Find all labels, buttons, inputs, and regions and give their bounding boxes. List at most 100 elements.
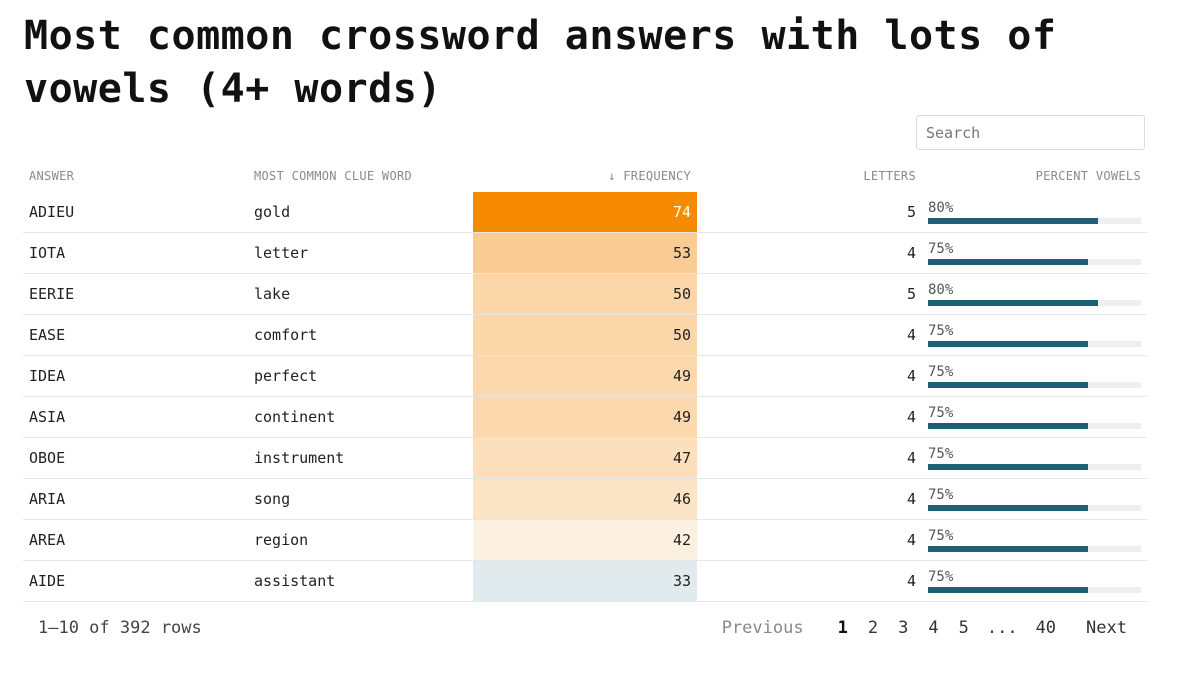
table-row: EERIE lake 50 5 80% xyxy=(23,273,1147,315)
cell-percent-vowels: 75% xyxy=(922,314,1147,356)
column-header-frequency[interactable]: ↓ FREQUENCY xyxy=(608,169,691,183)
table-row: OBOE instrument 47 4 75% xyxy=(23,437,1147,479)
percent-vowels-bar-track xyxy=(928,464,1141,470)
percent-vowels-bar-fill xyxy=(928,382,1088,388)
cell-clue: song xyxy=(248,478,473,520)
search-input[interactable] xyxy=(916,115,1145,150)
percent-vowels-bar-track xyxy=(928,505,1141,511)
cell-percent-vowels: 80% xyxy=(922,192,1147,233)
table-row: ASIA continent 49 4 75% xyxy=(23,396,1147,438)
percent-vowels-bar-track xyxy=(928,259,1141,265)
cell-percent-vowels: 80% xyxy=(922,273,1147,315)
cell-clue: lake xyxy=(248,273,473,315)
next-page-button[interactable]: Next xyxy=(1086,618,1127,638)
table-row: AREA region 42 4 75% xyxy=(23,519,1147,561)
percent-vowels-label: 75% xyxy=(928,528,954,544)
percent-vowels-bar-track xyxy=(928,546,1141,552)
cell-answer: ARIA xyxy=(23,478,248,520)
cell-answer: OBOE xyxy=(23,437,248,479)
previous-page-button[interactable]: Previous xyxy=(721,618,804,638)
column-header-answer[interactable]: ANSWER xyxy=(29,169,75,183)
cell-letters: 4 xyxy=(697,519,922,561)
cell-frequency: 46 xyxy=(473,478,697,520)
cell-letters: 4 xyxy=(697,478,922,520)
cell-frequency: 53 xyxy=(473,232,697,274)
percent-vowels-bar-track xyxy=(928,218,1141,224)
percent-vowels-bar-track xyxy=(928,587,1141,593)
percent-vowels-bar-track xyxy=(928,423,1141,429)
table-body: ADIEU gold 74 5 80% IOTA letter 53 4 75% EERIE lake… xyxy=(23,192,1147,602)
page-ellipsis: ... xyxy=(986,618,1018,638)
table-row: ARIA song 46 4 75% xyxy=(23,478,1147,520)
percent-vowels-bar-track xyxy=(928,341,1141,347)
cell-frequency: 47 xyxy=(473,437,697,479)
cell-clue: region xyxy=(248,519,473,561)
cell-answer: ADIEU xyxy=(23,192,248,233)
percent-vowels-label: 75% xyxy=(928,323,954,339)
cell-frequency: 50 xyxy=(473,273,697,315)
cell-percent-vowels: 75% xyxy=(922,232,1147,274)
column-header-letters[interactable]: LETTERS xyxy=(863,169,916,183)
cell-letters: 5 xyxy=(697,192,922,233)
table-row: EASE comfort 50 4 75% xyxy=(23,314,1147,356)
percent-vowels-label: 75% xyxy=(928,446,954,462)
percent-vowels-label: 75% xyxy=(928,364,954,380)
column-header-percent-vowels[interactable]: PERCENT VOWELS xyxy=(1035,169,1141,183)
cell-letters: 4 xyxy=(697,437,922,479)
percent-vowels-label: 75% xyxy=(928,569,954,585)
percent-vowels-bar-fill xyxy=(928,546,1088,552)
data-table: ANSWER MOST COMMON CLUE WORD ↓ FREQUENCY… xyxy=(23,160,1147,602)
cell-letters: 4 xyxy=(697,560,922,602)
pagination: Previous 1 2 3 4 5 ... 40 Next xyxy=(722,618,1127,638)
cell-frequency: 49 xyxy=(473,355,697,397)
page-button-5[interactable]: 5 xyxy=(958,618,969,638)
percent-vowels-bar-fill xyxy=(928,341,1088,347)
cell-answer: IOTA xyxy=(23,232,248,274)
page-button-last[interactable]: 40 xyxy=(1035,618,1057,638)
cell-frequency: 33 xyxy=(473,560,697,602)
cell-clue: comfort xyxy=(248,314,473,356)
cell-frequency: 74 xyxy=(473,192,697,233)
cell-letters: 4 xyxy=(697,232,922,274)
column-header-clue[interactable]: MOST COMMON CLUE WORD xyxy=(254,169,413,183)
cell-clue: instrument xyxy=(248,437,473,479)
cell-letters: 5 xyxy=(697,273,922,315)
cell-letters: 4 xyxy=(697,314,922,356)
page-button-3[interactable]: 3 xyxy=(898,618,909,638)
cell-answer: EASE xyxy=(23,314,248,356)
percent-vowels-bar-fill xyxy=(928,505,1088,511)
cell-answer: IDEA xyxy=(23,355,248,397)
cell-percent-vowels: 75% xyxy=(922,355,1147,397)
page-button-2[interactable]: 2 xyxy=(867,618,879,638)
percent-vowels-bar-fill xyxy=(928,464,1088,470)
cell-percent-vowels: 75% xyxy=(922,396,1147,438)
cell-clue: assistant xyxy=(248,560,473,602)
row-count: 1–10 of 392 rows xyxy=(38,618,202,638)
percent-vowels-bar-track xyxy=(928,300,1141,306)
cell-clue: letter xyxy=(248,232,473,274)
percent-vowels-bar-fill xyxy=(928,423,1088,429)
cell-answer: AIDE xyxy=(23,560,248,602)
table-row: IOTA letter 53 4 75% xyxy=(23,232,1147,274)
cell-frequency: 49 xyxy=(473,396,697,438)
cell-letters: 4 xyxy=(697,355,922,397)
table-row: ADIEU gold 74 5 80% xyxy=(23,192,1147,233)
cell-clue: continent xyxy=(248,396,473,438)
cell-percent-vowels: 75% xyxy=(922,519,1147,561)
percent-vowels-label: 75% xyxy=(928,241,954,257)
percent-vowels-label: 80% xyxy=(928,282,954,298)
cell-frequency: 50 xyxy=(473,314,697,356)
cell-clue: perfect xyxy=(248,355,473,397)
cell-letters: 4 xyxy=(697,396,922,438)
percent-vowels-bar-fill xyxy=(928,300,1099,306)
table-header-row: ANSWER MOST COMMON CLUE WORD ↓ FREQUENCY… xyxy=(23,160,1147,192)
page-button-4[interactable]: 4 xyxy=(928,618,939,638)
cell-answer: EERIE xyxy=(23,273,248,315)
page-button-1[interactable]: 1 xyxy=(837,618,848,638)
cell-percent-vowels: 75% xyxy=(922,437,1147,479)
cell-answer: ASIA xyxy=(23,396,248,438)
percent-vowels-bar-fill xyxy=(928,218,1099,224)
percent-vowels-label: 75% xyxy=(928,487,954,503)
cell-frequency: 42 xyxy=(473,519,697,561)
cell-answer: AREA xyxy=(23,519,248,561)
